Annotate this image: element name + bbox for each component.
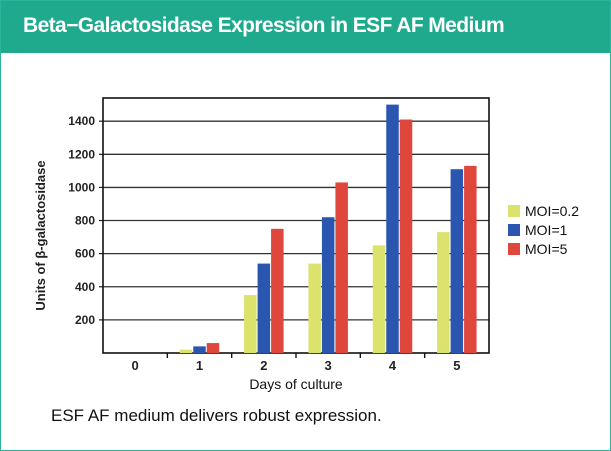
- legend-label: MOI=1: [525, 222, 568, 238]
- x-tick-label: 2: [260, 358, 267, 373]
- bar: [271, 228, 284, 353]
- chart-title: Beta−Galactosidase Expression in ESF AF …: [23, 14, 505, 37]
- x-tick-label: 3: [325, 358, 332, 373]
- bar: [372, 245, 386, 353]
- y-tick-label: 600: [75, 247, 95, 261]
- legend-label: MOI=5: [525, 241, 568, 257]
- bar: [244, 295, 257, 353]
- bar: [193, 346, 206, 353]
- bar: [335, 182, 348, 353]
- y-tick-label: 1400: [68, 114, 95, 128]
- bar: [308, 263, 321, 353]
- legend-swatch: [508, 205, 520, 217]
- legend-label: MOI=0.2: [525, 203, 579, 219]
- bar: [386, 104, 399, 353]
- bar: [437, 232, 450, 353]
- legend-swatch: [508, 224, 520, 236]
- y-tick-label: 1000: [68, 180, 95, 194]
- bar: [257, 263, 271, 353]
- x-axis-label: Days of culture: [249, 376, 343, 392]
- bar: [450, 169, 464, 353]
- chart-area: 200 400 600 800 1000 1200 1400 0 1 2 3 4 5 Days of cu…: [1, 53, 610, 413]
- x-tick-label: 5: [453, 358, 460, 373]
- bar: [179, 349, 193, 353]
- caption: ESF AF medium delivers robust expression…: [51, 406, 382, 425]
- y-tick-label: 800: [75, 214, 95, 228]
- bar: [321, 217, 335, 353]
- bar: [206, 343, 220, 353]
- y-tick-label: 400: [75, 280, 95, 294]
- y-tick-label: 200: [75, 313, 95, 327]
- title-banner: Beta−Galactosidase Expression in ESF AF …: [1, 1, 610, 53]
- legend-swatch: [508, 243, 520, 255]
- bar-chart: 200 400 600 800 1000 1200 1400 0 1 2 3 4 5 Days of cu…: [33, 97, 579, 392]
- bar: [399, 119, 413, 353]
- bar: [464, 165, 477, 353]
- x-tick-label: 1: [196, 358, 203, 373]
- y-axis-label: Units of β-galactosidase: [33, 160, 48, 310]
- x-tick-label: 0: [132, 358, 139, 373]
- y-tick-label: 1200: [68, 147, 95, 161]
- x-tick-label: 4: [389, 358, 397, 373]
- plot-background: [103, 98, 489, 353]
